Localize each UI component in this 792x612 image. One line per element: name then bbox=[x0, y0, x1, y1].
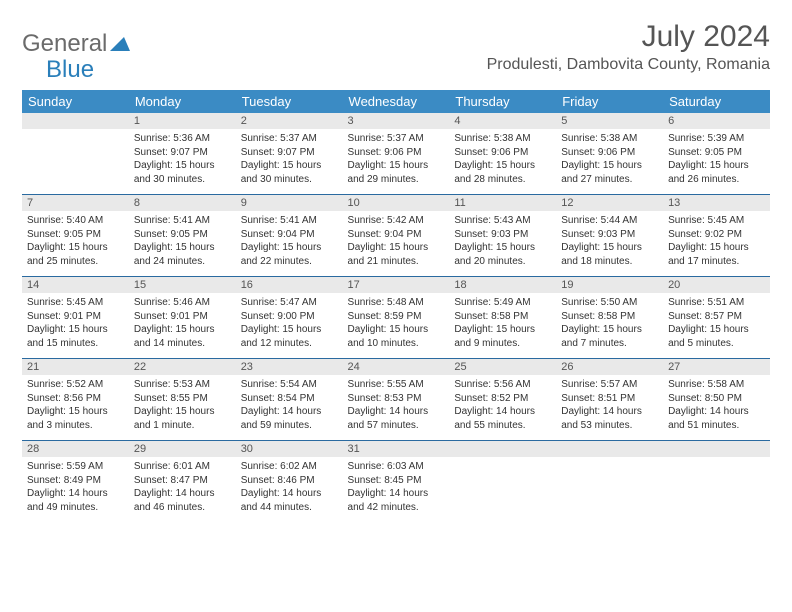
weekday-header: Tuesday bbox=[236, 90, 343, 113]
day-number-cell: 6 bbox=[663, 113, 770, 129]
weekday-header: Wednesday bbox=[343, 90, 450, 113]
logo-text-general: General bbox=[22, 30, 107, 58]
day-content-row: Sunrise: 5:59 AMSunset: 8:49 PMDaylight:… bbox=[22, 457, 770, 522]
day-number-cell bbox=[556, 441, 663, 458]
weekday-header: Sunday bbox=[22, 90, 129, 113]
day-content-cell: Sunrise: 5:57 AMSunset: 8:51 PMDaylight:… bbox=[556, 375, 663, 441]
day-content-cell: Sunrise: 5:41 AMSunset: 9:05 PMDaylight:… bbox=[129, 211, 236, 277]
day-content-cell: Sunrise: 5:38 AMSunset: 9:06 PMDaylight:… bbox=[556, 129, 663, 195]
day-content-cell: Sunrise: 5:59 AMSunset: 8:49 PMDaylight:… bbox=[22, 457, 129, 522]
day-number-row: 123456 bbox=[22, 113, 770, 129]
logo-triangle-icon bbox=[110, 30, 130, 58]
day-number-cell: 9 bbox=[236, 195, 343, 212]
day-content-cell bbox=[22, 129, 129, 195]
day-content-cell bbox=[449, 457, 556, 522]
day-number-cell: 25 bbox=[449, 359, 556, 376]
day-number-cell: 10 bbox=[343, 195, 450, 212]
day-number-cell: 1 bbox=[129, 113, 236, 129]
day-number-cell: 16 bbox=[236, 277, 343, 294]
day-number-cell: 19 bbox=[556, 277, 663, 294]
day-content-cell: Sunrise: 5:40 AMSunset: 9:05 PMDaylight:… bbox=[22, 211, 129, 277]
day-number-cell: 23 bbox=[236, 359, 343, 376]
day-content-cell: Sunrise: 6:02 AMSunset: 8:46 PMDaylight:… bbox=[236, 457, 343, 522]
day-number-cell bbox=[449, 441, 556, 458]
day-number-cell: 26 bbox=[556, 359, 663, 376]
day-content-cell: Sunrise: 5:51 AMSunset: 8:57 PMDaylight:… bbox=[663, 293, 770, 359]
day-content-cell: Sunrise: 5:48 AMSunset: 8:59 PMDaylight:… bbox=[343, 293, 450, 359]
day-number-cell: 18 bbox=[449, 277, 556, 294]
calendar-table: Sunday Monday Tuesday Wednesday Thursday… bbox=[22, 90, 770, 522]
day-content-cell: Sunrise: 5:55 AMSunset: 8:53 PMDaylight:… bbox=[343, 375, 450, 441]
day-number-cell: 17 bbox=[343, 277, 450, 294]
day-content-cell: Sunrise: 5:56 AMSunset: 8:52 PMDaylight:… bbox=[449, 375, 556, 441]
day-number-cell: 13 bbox=[663, 195, 770, 212]
day-content-cell: Sunrise: 5:36 AMSunset: 9:07 PMDaylight:… bbox=[129, 129, 236, 195]
day-number-cell: 29 bbox=[129, 441, 236, 458]
day-content-cell: Sunrise: 5:54 AMSunset: 8:54 PMDaylight:… bbox=[236, 375, 343, 441]
logo-text-blue: Blue bbox=[22, 56, 94, 83]
day-number-cell: 30 bbox=[236, 441, 343, 458]
day-content-cell bbox=[663, 457, 770, 522]
day-content-cell: Sunrise: 5:38 AMSunset: 9:06 PMDaylight:… bbox=[449, 129, 556, 195]
day-number-cell: 20 bbox=[663, 277, 770, 294]
day-content-cell: Sunrise: 5:45 AMSunset: 9:01 PMDaylight:… bbox=[22, 293, 129, 359]
day-number-cell: 15 bbox=[129, 277, 236, 294]
day-number-cell: 21 bbox=[22, 359, 129, 376]
day-number-cell: 4 bbox=[449, 113, 556, 129]
day-number-cell: 11 bbox=[449, 195, 556, 212]
day-content-cell: Sunrise: 6:01 AMSunset: 8:47 PMDaylight:… bbox=[129, 457, 236, 522]
day-number-cell: 5 bbox=[556, 113, 663, 129]
day-content-cell: Sunrise: 5:44 AMSunset: 9:03 PMDaylight:… bbox=[556, 211, 663, 277]
day-content-cell: Sunrise: 5:42 AMSunset: 9:04 PMDaylight:… bbox=[343, 211, 450, 277]
day-number-row: 21222324252627 bbox=[22, 359, 770, 376]
day-number-cell: 14 bbox=[22, 277, 129, 294]
day-content-cell: Sunrise: 5:43 AMSunset: 9:03 PMDaylight:… bbox=[449, 211, 556, 277]
day-content-cell: Sunrise: 5:52 AMSunset: 8:56 PMDaylight:… bbox=[22, 375, 129, 441]
day-content-cell: Sunrise: 5:45 AMSunset: 9:02 PMDaylight:… bbox=[663, 211, 770, 277]
day-content-cell: Sunrise: 6:03 AMSunset: 8:45 PMDaylight:… bbox=[343, 457, 450, 522]
day-number-cell bbox=[663, 441, 770, 458]
day-content-cell: Sunrise: 5:41 AMSunset: 9:04 PMDaylight:… bbox=[236, 211, 343, 277]
day-content-cell: Sunrise: 5:53 AMSunset: 8:55 PMDaylight:… bbox=[129, 375, 236, 441]
day-content-cell: Sunrise: 5:37 AMSunset: 9:06 PMDaylight:… bbox=[343, 129, 450, 195]
day-number-cell: 27 bbox=[663, 359, 770, 376]
day-number-cell: 7 bbox=[22, 195, 129, 212]
day-number-cell: 28 bbox=[22, 441, 129, 458]
day-number-cell: 22 bbox=[129, 359, 236, 376]
day-number-cell: 12 bbox=[556, 195, 663, 212]
day-number-cell: 8 bbox=[129, 195, 236, 212]
day-content-row: Sunrise: 5:45 AMSunset: 9:01 PMDaylight:… bbox=[22, 293, 770, 359]
day-content-row: Sunrise: 5:52 AMSunset: 8:56 PMDaylight:… bbox=[22, 375, 770, 441]
weekday-header: Thursday bbox=[449, 90, 556, 113]
weekday-header: Monday bbox=[129, 90, 236, 113]
day-number-cell: 24 bbox=[343, 359, 450, 376]
day-content-row: Sunrise: 5:40 AMSunset: 9:05 PMDaylight:… bbox=[22, 211, 770, 277]
day-number-row: 14151617181920 bbox=[22, 277, 770, 294]
day-number-cell: 2 bbox=[236, 113, 343, 129]
day-content-cell bbox=[556, 457, 663, 522]
day-number-cell: 31 bbox=[343, 441, 450, 458]
weekday-header: Saturday bbox=[663, 90, 770, 113]
day-content-row: Sunrise: 5:36 AMSunset: 9:07 PMDaylight:… bbox=[22, 129, 770, 195]
day-number-row: 78910111213 bbox=[22, 195, 770, 212]
day-number-cell bbox=[22, 113, 129, 129]
day-content-cell: Sunrise: 5:46 AMSunset: 9:01 PMDaylight:… bbox=[129, 293, 236, 359]
day-number-row: 28293031 bbox=[22, 441, 770, 458]
weekday-header: Friday bbox=[556, 90, 663, 113]
day-content-cell: Sunrise: 5:39 AMSunset: 9:05 PMDaylight:… bbox=[663, 129, 770, 195]
day-content-cell: Sunrise: 5:49 AMSunset: 8:58 PMDaylight:… bbox=[449, 293, 556, 359]
logo: General bbox=[22, 20, 130, 58]
day-content-cell: Sunrise: 5:50 AMSunset: 8:58 PMDaylight:… bbox=[556, 293, 663, 359]
day-content-cell: Sunrise: 5:47 AMSunset: 9:00 PMDaylight:… bbox=[236, 293, 343, 359]
month-title: July 2024 bbox=[487, 20, 770, 54]
day-content-cell: Sunrise: 5:37 AMSunset: 9:07 PMDaylight:… bbox=[236, 129, 343, 195]
day-content-cell: Sunrise: 5:58 AMSunset: 8:50 PMDaylight:… bbox=[663, 375, 770, 441]
day-number-cell: 3 bbox=[343, 113, 450, 129]
weekday-header-row: Sunday Monday Tuesday Wednesday Thursday… bbox=[22, 90, 770, 113]
